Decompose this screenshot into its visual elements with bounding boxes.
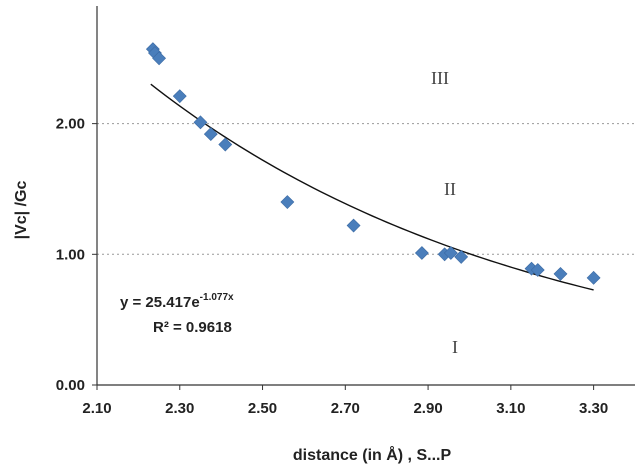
data-point	[346, 218, 361, 233]
y-tick-label: 1.00	[56, 246, 85, 263]
data-point	[172, 89, 187, 104]
y-axis-label: |Vc| /Gc	[13, 181, 30, 240]
region-label-ii: II	[444, 179, 456, 199]
data-point	[152, 51, 167, 66]
equation-base: y = 25.417e	[120, 294, 200, 311]
trendline	[150, 83, 594, 291]
reference-lines	[97, 123, 635, 255]
data-point	[414, 246, 429, 260]
x-axis-label: distance (in Å) , S...P	[293, 445, 452, 464]
region-label-i: I	[452, 337, 458, 357]
r-squared-label: R² = 0.9618	[153, 319, 232, 336]
tick-labels: 2.10 2.30 2.50 2.70 2.90 3.10 3.30 0.00 1.00 2.00	[56, 116, 608, 417]
x-tick-label: 3.30	[579, 400, 608, 417]
x-tick-label: 2.70	[331, 400, 360, 417]
data-point	[218, 137, 233, 152]
data-point	[203, 127, 218, 142]
axes	[96, 6, 635, 386]
data-point	[553, 266, 568, 281]
data-point	[586, 270, 601, 285]
y-tick-label: 0.00	[56, 377, 85, 394]
x-tick-label: 2.50	[248, 400, 277, 417]
trendline-equation: y = 25.417e-1.077x	[120, 292, 234, 311]
data-point	[193, 115, 208, 130]
x-tick-label: 2.90	[413, 400, 442, 417]
equation-exponent: -1.077x	[200, 292, 234, 303]
data-points	[145, 42, 601, 285]
y-tick-label: 2.00	[56, 116, 85, 133]
x-tick-label: 3.10	[496, 400, 525, 417]
data-point	[280, 195, 295, 209]
data-point	[443, 246, 458, 260]
data-point	[530, 263, 545, 277]
trendline-curve	[150, 83, 594, 291]
data-point	[454, 249, 469, 264]
x-tick-label: 2.10	[82, 400, 111, 417]
region-label-iii: III	[431, 68, 449, 88]
x-tick-label: 2.30	[165, 400, 194, 417]
